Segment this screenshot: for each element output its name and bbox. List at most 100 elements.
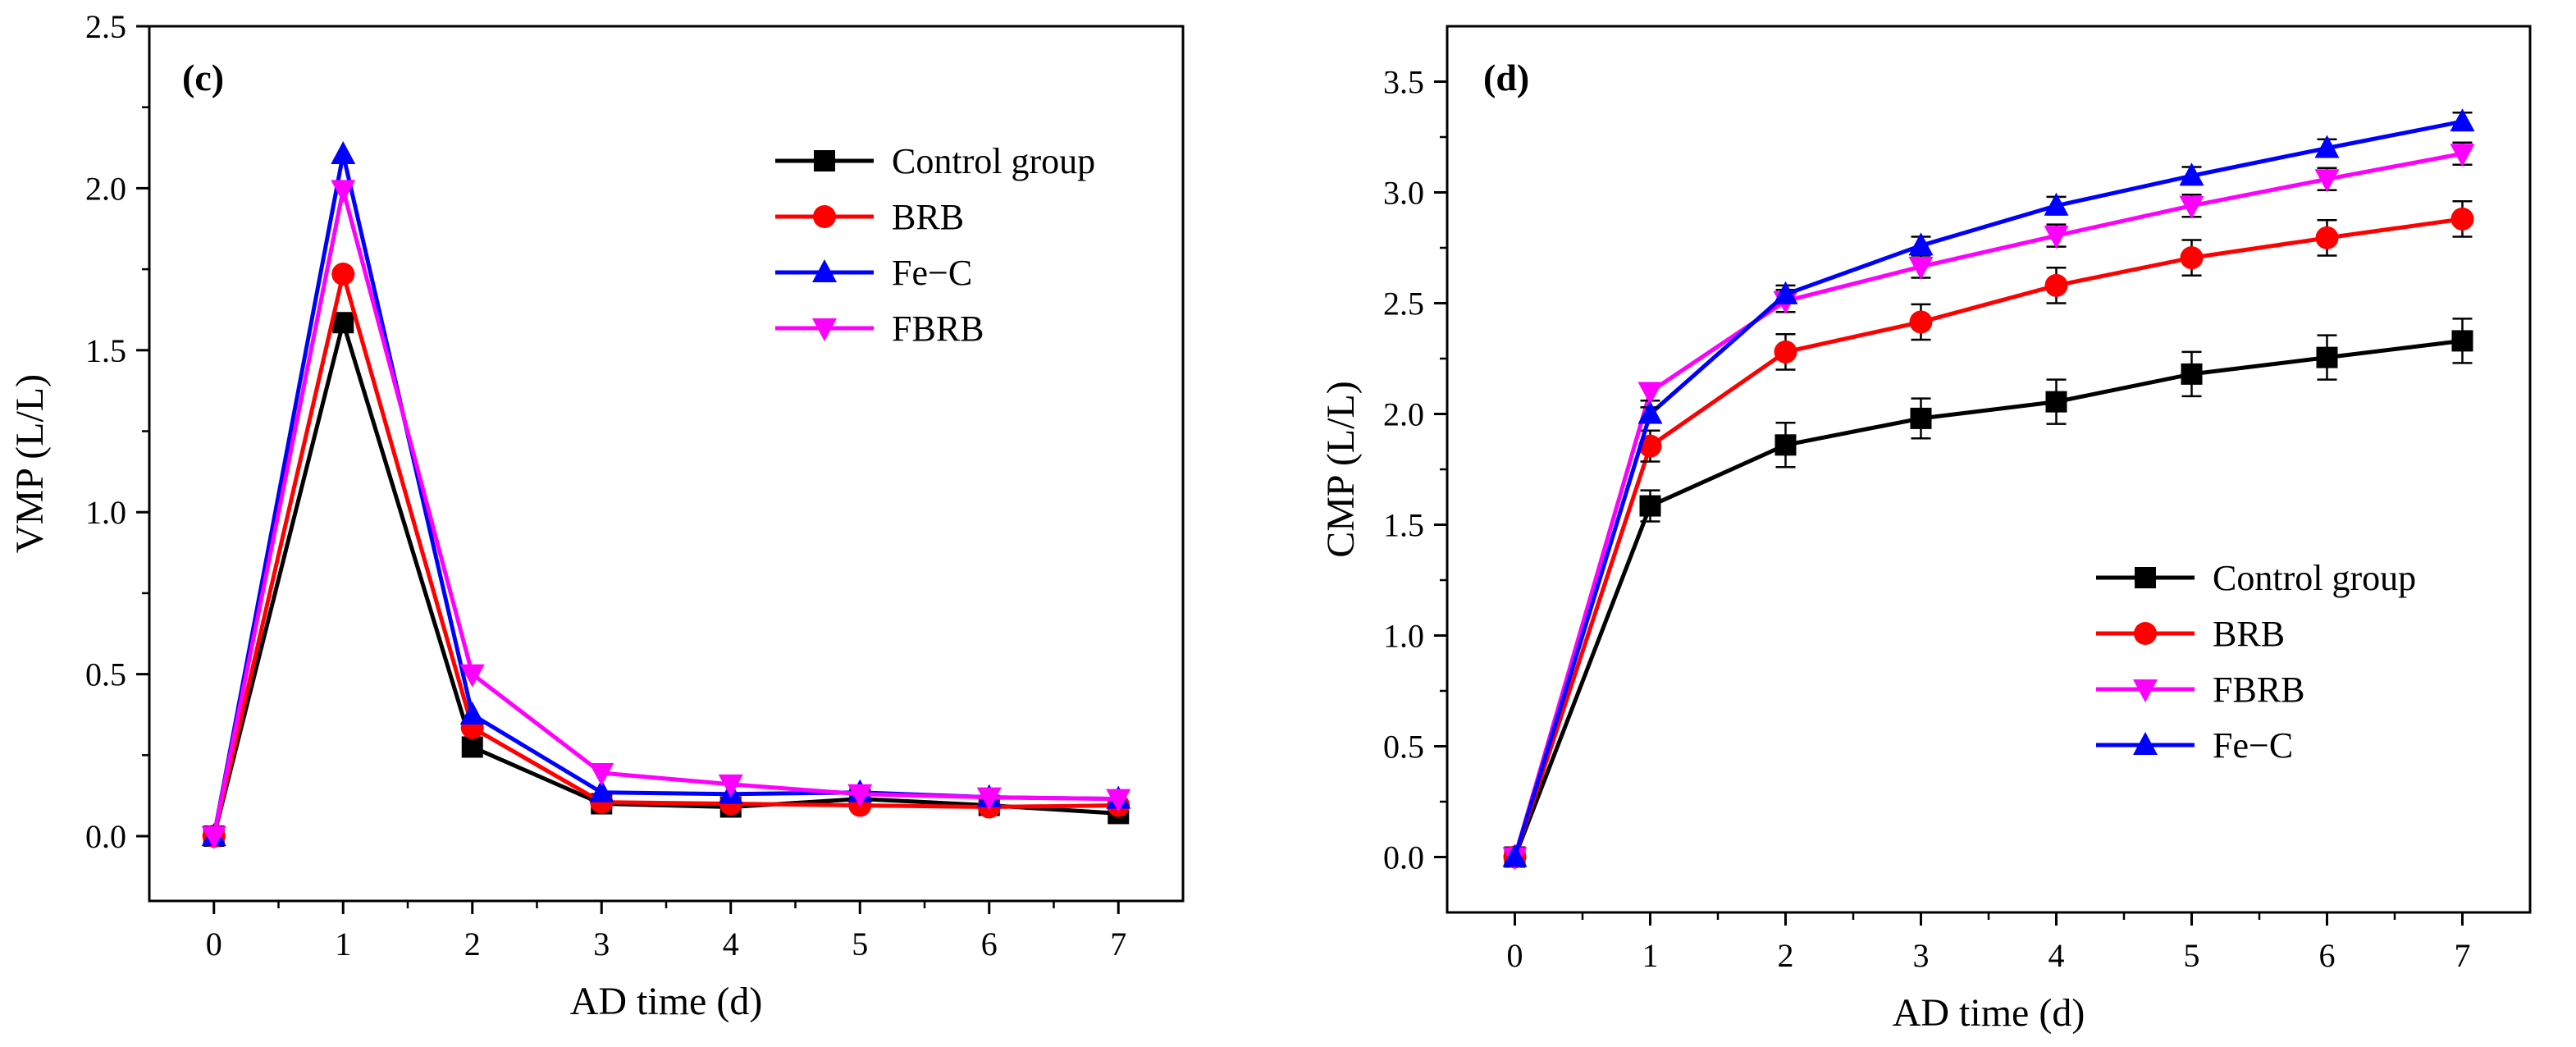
data-point — [1773, 281, 1798, 304]
data-point — [2179, 162, 2204, 186]
legend-marker — [812, 259, 837, 282]
data-point — [1910, 407, 1932, 429]
data-point — [2316, 346, 2338, 368]
series-brb — [202, 263, 1130, 848]
data-point — [1909, 310, 1933, 334]
legend-item: BRB — [2096, 614, 2285, 654]
y-tick-label: 2.5 — [85, 8, 126, 45]
panel-label: (c) — [182, 57, 224, 98]
series-line — [1513, 217, 2463, 858]
y-tick-label: 0.5 — [85, 656, 126, 693]
x-tick-label: 4 — [723, 926, 739, 962]
data-point — [332, 312, 354, 334]
series-line — [1513, 119, 2463, 858]
x-tick-label: 3 — [593, 926, 610, 962]
legend: Control group BRB FBRB Fe−C — [2096, 558, 2416, 766]
x-tick-label: 0 — [1507, 937, 1523, 974]
data-point — [331, 263, 355, 286]
data-point — [461, 736, 483, 758]
x-tick-label: 5 — [2184, 937, 2200, 974]
data-point — [1908, 232, 1934, 256]
data-point — [1638, 434, 1662, 458]
y-tick-label: 1.5 — [1383, 507, 1424, 544]
series-line — [212, 320, 1119, 837]
data-point — [1106, 789, 1131, 812]
y-tick-label: 1.0 — [85, 494, 126, 531]
legend-marker — [2133, 679, 2158, 702]
y-tick-label: 3.5 — [1383, 64, 1424, 101]
legend-marker — [813, 205, 836, 228]
legend-item: Control group — [775, 141, 1095, 181]
series-control-group — [203, 312, 1130, 848]
y-axis-label: VMP (L/L) — [8, 374, 52, 553]
series-control-group — [1504, 318, 2473, 868]
data-point — [847, 784, 873, 807]
legend-label: Fe−C — [892, 253, 972, 293]
series-fe-c — [201, 140, 1131, 847]
x-tick-label: 3 — [1913, 937, 1930, 974]
data-point — [1637, 400, 1663, 424]
data-point — [2179, 195, 2204, 219]
data-point — [459, 701, 485, 725]
data-point — [2044, 226, 2069, 249]
legend-item: Control group — [2096, 558, 2416, 598]
data-point — [1637, 382, 1663, 405]
legend-label: BRB — [892, 197, 964, 237]
y-tick-label: 1.0 — [1383, 618, 1424, 655]
data-point — [1908, 256, 1934, 280]
data-point — [589, 779, 614, 802]
y-tick-label: 0.0 — [85, 818, 126, 855]
legend-marker — [2135, 567, 2156, 588]
legend-label: Control group — [892, 141, 1095, 181]
data-point — [2181, 363, 2203, 385]
chart-panel-d: 0 1 2 3 4 5 6 7 0.0 0.5 1.0 1.5 2.0 2.5 3.0 3.5 AD time … — [1319, 25, 2532, 1035]
series-line — [212, 272, 1119, 837]
y-tick-label: 2.0 — [85, 170, 126, 207]
data-point — [1502, 844, 1528, 867]
y-axis-label: CMP (L/L) — [1319, 381, 1363, 558]
panel-label: (d) — [1483, 57, 1529, 98]
x-axis-label: AD time (d) — [1893, 991, 2085, 1035]
data-point — [1774, 434, 1797, 456]
plot-frame — [1446, 25, 2532, 914]
data-point — [2450, 108, 2475, 132]
y-tick-label: 2.0 — [1383, 396, 1424, 433]
y-tick-label: 0.0 — [1383, 839, 1424, 876]
series-fe-c — [1502, 108, 2475, 867]
series-line — [212, 187, 1119, 837]
y-tick-label: 2.5 — [1383, 286, 1424, 322]
legend-label: FBRB — [892, 309, 984, 349]
y-tick-label: 0.5 — [1383, 729, 1424, 766]
data-point — [2044, 273, 2068, 297]
legend-marker — [2133, 732, 2158, 755]
data-point — [976, 787, 1002, 811]
series-line — [1513, 338, 2463, 858]
legend-marker — [814, 150, 835, 171]
legend-item: Fe−C — [2096, 725, 2293, 766]
legend-marker — [2134, 622, 2157, 645]
data-point — [2450, 144, 2475, 167]
series-line — [212, 152, 1119, 837]
data-point — [201, 826, 226, 850]
data-point — [1639, 495, 1661, 517]
x-tick-label: 1 — [1642, 937, 1659, 974]
data-point — [1774, 340, 1797, 363]
legend-item: FBRB — [775, 309, 984, 349]
x-tick-label: 1 — [335, 926, 351, 962]
data-point — [2044, 192, 2069, 216]
data-point — [2451, 330, 2473, 352]
x-tick-label: 4 — [2048, 937, 2065, 974]
x-tick-label: 6 — [981, 926, 998, 962]
series-line — [1513, 151, 2463, 858]
legend-label: Fe−C — [2213, 725, 2293, 766]
x-tick-label: 5 — [852, 926, 868, 962]
data-point — [2180, 246, 2204, 270]
y-tick-label: 1.5 — [85, 332, 126, 369]
data-point — [2314, 135, 2340, 158]
x-tick-label: 6 — [2319, 937, 2336, 974]
y-tick-label: 3.0 — [1383, 175, 1424, 212]
legend-item: BRB — [775, 197, 964, 237]
data-point — [589, 763, 614, 787]
data-point — [718, 774, 743, 798]
